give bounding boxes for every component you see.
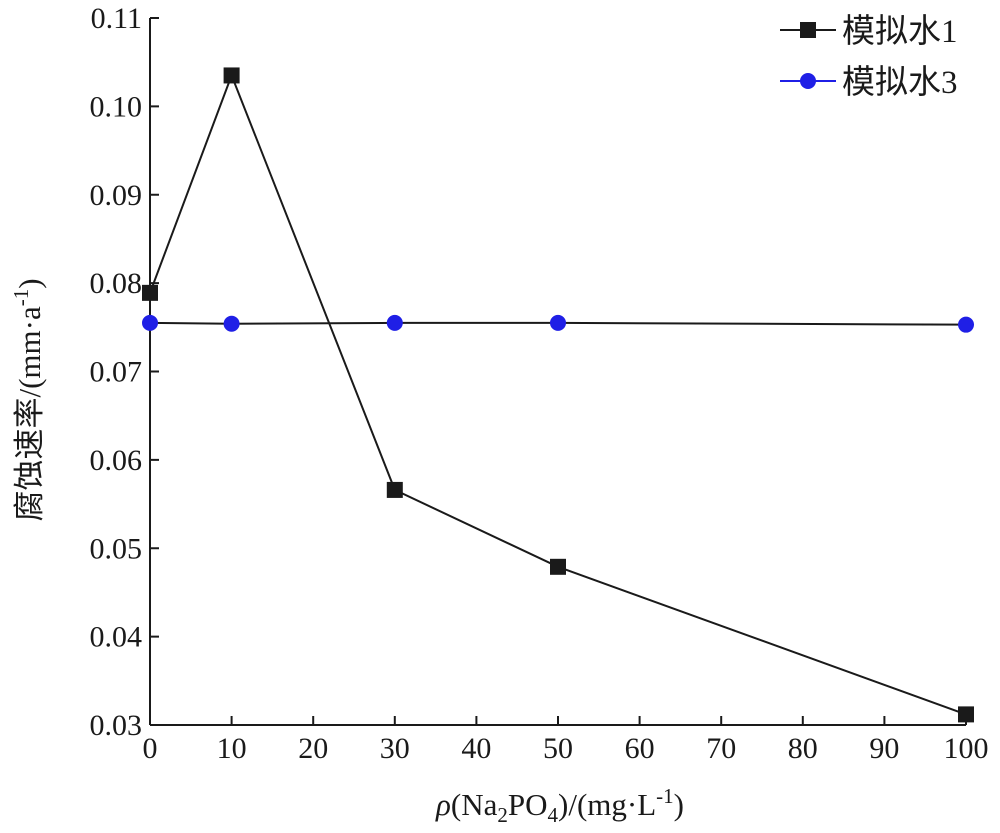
x-axis-title: ρ(Na2PO4)/(mg·L-1) [435,784,684,827]
legend-marker-square [800,22,816,38]
series-line-1 [149,72,967,716]
data-point-circle [958,316,974,333]
data-point-square [386,481,403,498]
x-tick-label: 0 [143,732,158,765]
y-tick-label: 0.03 [90,709,143,742]
legend-label-series-1: 模拟水1 [842,13,958,50]
y-title-part-a: 腐蚀速率/(mm·a [12,306,47,521]
x-title-sub-2: 4 [548,803,559,827]
data-point-circle [142,314,158,331]
data-point-circle [223,315,240,332]
legend: 模拟水1 模拟水3 [780,13,958,101]
legend-marker-circle [800,73,816,89]
x-tick-label: 100 [944,732,989,765]
legend-label-series-2: 模拟水3 [842,64,958,101]
x-title-part-d: ) [674,787,684,822]
y-axis-title: 腐蚀速率/(mm·a-1) [9,278,47,521]
data-point-circle [386,314,403,331]
y-title-sup: -1 [9,289,33,307]
x-title-sup: -1 [656,784,674,808]
axis-ticks: 0 10 20 30 40 50 60 70 80 90 100 0.03 0.04 0.05 0.06 0.… [90,2,989,765]
x-title-part-c: )/(mg·L [558,787,656,822]
x-title-prefix: ρ [435,787,451,822]
y-tick-label: 0.08 [90,267,143,300]
x-title-part-b: PO [508,787,548,822]
x-tick-label: 80 [788,732,818,765]
x-title-sub-1: 2 [497,803,508,827]
data-point-square [142,284,158,301]
x-tick-label: 30 [380,732,410,765]
y-title-part-b: ) [12,278,47,288]
x-title-part-a: (Na [451,787,498,822]
x-tick-label: 20 [298,732,328,765]
x-tick-label: 40 [461,732,491,765]
x-tick-label: 10 [217,732,247,765]
y-tick-label: 0.07 [90,356,143,389]
data-point-square [550,558,566,575]
y-tick-label: 0.10 [90,90,143,123]
x-tick-label: 50 [543,732,573,765]
data-point-square [958,706,974,723]
series-layer [142,67,974,723]
y-tick-label: 0.05 [90,532,143,565]
y-tick-label: 0.09 [90,179,143,212]
data-point-circle [550,314,566,331]
y-tick-label: 0.04 [90,621,143,654]
data-point-square [223,67,240,84]
x-tick-label: 90 [869,732,899,765]
x-tick-label: 60 [625,732,655,765]
x-tick-label: 70 [706,732,736,765]
y-tick-label: 0.11 [91,2,142,35]
y-tick-label: 0.06 [90,444,143,477]
